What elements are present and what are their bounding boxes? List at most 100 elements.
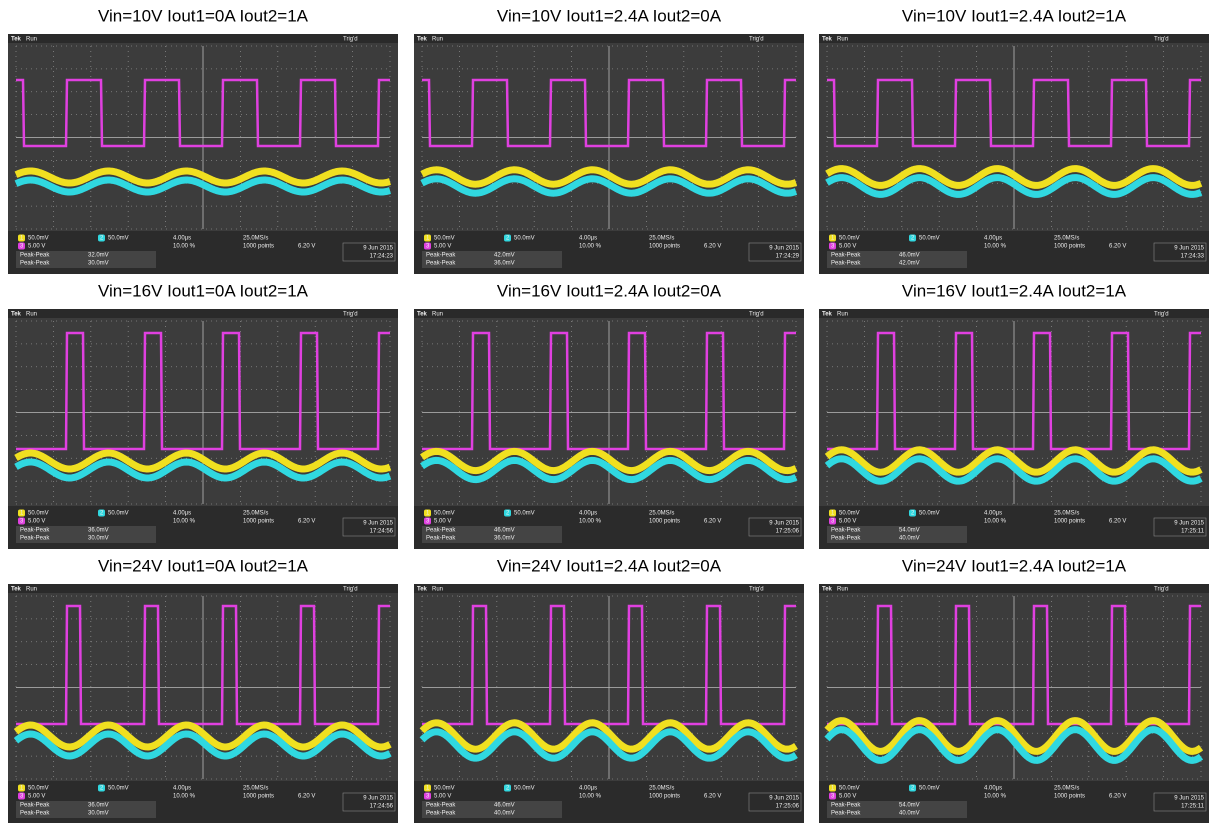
ch3-trace: [16, 78, 390, 148]
ch2-peak-peak: 30.0mV: [88, 811, 109, 817]
ch2-scale: 50.0mV: [514, 511, 535, 517]
ch2-trace: [14, 176, 392, 196]
ch1-trace: [420, 447, 798, 475]
channel-number: 1: [20, 236, 24, 242]
ch2-trace: [824, 726, 1204, 764]
measure-ch2: Peak-Peak: [20, 261, 50, 267]
channel-badge: [424, 509, 431, 517]
brand: Tek: [11, 37, 22, 43]
trigger-position: 10.00 %: [579, 244, 602, 250]
ch3-scale: 5.00 V: [839, 519, 856, 525]
top-bar: [819, 309, 1209, 318]
measure-ch1: Peak-Peak: [20, 253, 50, 259]
clock-time: 17:24:29: [776, 254, 800, 260]
panel-title: Vin=16V Iout1=0A Iout2=1A: [98, 281, 309, 300]
ch3-scale: 5.00 V: [28, 519, 45, 525]
trigger-position: 10.00 %: [579, 794, 602, 800]
channel-badge: [424, 242, 431, 250]
channel-badge: [424, 792, 431, 800]
date: 9 Jun 2015: [769, 521, 799, 527]
channel-number: 2: [911, 511, 915, 517]
trigger-level: 6.20 V: [298, 519, 315, 525]
channel-number: 3: [20, 519, 24, 525]
clock-time: 17:25:11: [1181, 804, 1205, 810]
ch2-peak-peak: 40.0mV: [899, 811, 920, 817]
trigger-state: Trig'd: [343, 587, 358, 593]
date: 9 Jun 2015: [1174, 796, 1204, 802]
channel-number: 3: [20, 794, 24, 800]
channel-badge: [504, 784, 511, 792]
measure-ch2: Peak-Peak: [426, 536, 456, 542]
ch2-trace: [419, 728, 798, 762]
ch2-scale: 50.0mV: [919, 511, 940, 517]
ch3-scale: 5.00 V: [434, 519, 451, 525]
channel-badge: [424, 234, 431, 242]
clock-time: 17:25:06: [776, 804, 800, 810]
measure-ch2: Peak-Peak: [20, 536, 50, 542]
ch1-scale: 50.0mV: [434, 236, 455, 242]
channel-badge: [18, 234, 25, 242]
ch1-scale: 50.0mV: [28, 786, 49, 792]
sample-rate: 25.0MS/s: [649, 236, 674, 242]
channel-number: 3: [426, 244, 430, 250]
scope-screen: Tek Run Trig'd 1 50.0mV 2 50.0mV 3 5.00 V 4.00µs 1…: [8, 309, 398, 549]
date: 9 Jun 2015: [769, 796, 799, 802]
ch2-trace: [14, 458, 392, 482]
measure-bg: [827, 526, 967, 543]
channel-badge: [829, 784, 836, 792]
ch1-scale: 50.0mV: [434, 786, 455, 792]
ch1-peak-peak: 32.0mV: [88, 253, 109, 259]
ch1-trace: [14, 449, 392, 473]
ch2-scale: 50.0mV: [108, 511, 129, 517]
trigger-position: 10.00 %: [984, 794, 1007, 800]
date-box: [1153, 792, 1207, 812]
brand: Tek: [11, 587, 22, 593]
trigger-state: Trig'd: [1154, 312, 1169, 318]
run-state: Run: [432, 587, 443, 593]
channel-number: 2: [506, 236, 510, 242]
trigger-level: 6.20 V: [704, 794, 721, 800]
ch3-scale: 5.00 V: [28, 244, 45, 250]
measure-ch1: Peak-Peak: [831, 528, 861, 534]
measure-ch2: Peak-Peak: [426, 261, 456, 267]
trigger-level: 6.20 V: [298, 244, 315, 250]
measure-ch2: Peak-Peak: [426, 811, 456, 817]
ch3-trace: [827, 604, 1201, 726]
ch1-scale: 50.0mV: [839, 236, 860, 242]
timebase: 4.00µs: [579, 511, 597, 517]
channel-badge: [829, 517, 836, 525]
date: 9 Jun 2015: [769, 246, 799, 252]
ch2-scale: 50.0mV: [514, 236, 535, 242]
ch2-peak-peak: 30.0mV: [88, 261, 109, 267]
measure-ch1: Peak-Peak: [426, 528, 456, 534]
measure-bg: [422, 801, 562, 818]
measure-ch2: Peak-Peak: [831, 536, 861, 542]
channel-number: 2: [506, 511, 510, 517]
panel-title: Vin=10V Iout1=0A Iout2=1A: [98, 6, 309, 25]
ch3-trace: [827, 78, 1201, 148]
measure-bg: [16, 251, 156, 268]
ch3-scale: 5.00 V: [434, 244, 451, 250]
measure-bg: [827, 801, 967, 818]
measure-ch1: Peak-Peak: [831, 803, 861, 809]
channel-number: 2: [911, 786, 915, 792]
panel-title: Vin=10V Iout1=2.4A Iout2=0A: [497, 6, 722, 25]
top-bar: [819, 584, 1209, 593]
trigger-position: 10.00 %: [173, 244, 196, 250]
date-box: [748, 242, 802, 262]
brand: Tek: [822, 37, 833, 43]
panel-title: Vin=16V Iout1=2.4A Iout2=1A: [902, 281, 1127, 300]
channel-number: 2: [100, 236, 104, 242]
scope-panel: Vin=10V Iout1=2.4A Iout2=0A Tek Run Trig'd 1…: [414, 6, 804, 274]
ch3-trace: [16, 604, 390, 726]
ch2-trace: [13, 730, 392, 760]
top-bar: [8, 584, 398, 593]
clock-time: 17:24:23: [370, 254, 394, 260]
measure-ch1: Peak-Peak: [426, 803, 456, 809]
scope-panel: Vin=16V Iout1=0A Iout2=1A Tek Run Trig'd 1 50…: [8, 281, 398, 549]
sample-rate: 25.0MS/s: [243, 511, 268, 517]
ch1-trace: [419, 719, 798, 753]
date-box: [342, 242, 396, 262]
ch2-trace: [824, 455, 1203, 485]
timebase: 4.00µs: [984, 511, 1002, 517]
